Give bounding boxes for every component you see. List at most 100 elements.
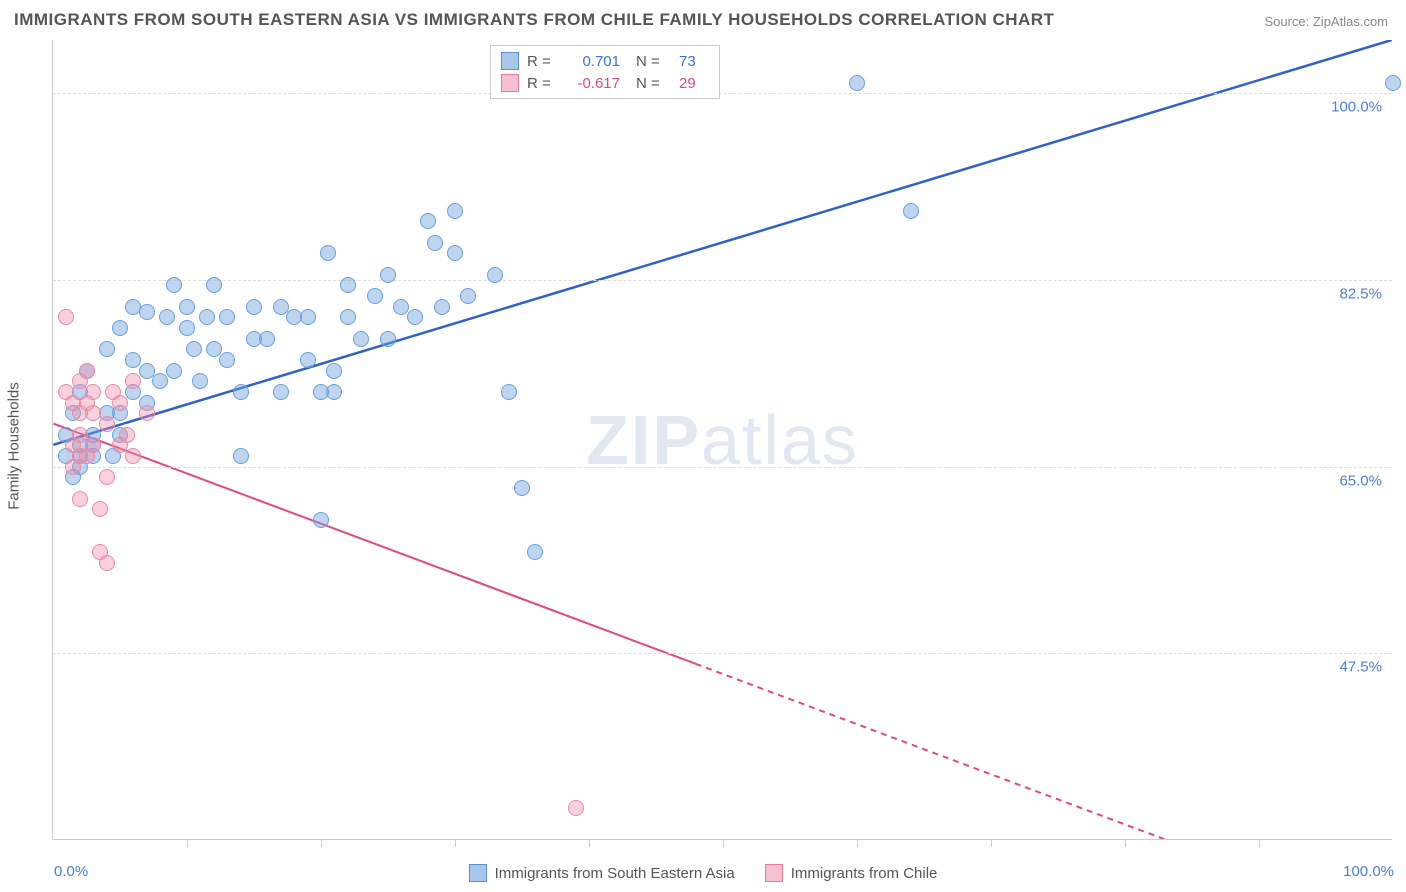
data-point [903, 203, 919, 219]
data-point [487, 267, 503, 283]
data-point [300, 352, 316, 368]
data-point [447, 245, 463, 261]
gridline [53, 467, 1392, 468]
data-point [192, 373, 208, 389]
x-tick [723, 839, 724, 847]
gridline [53, 93, 1392, 94]
y-axis-title: Family Households [6, 382, 23, 510]
data-point [139, 304, 155, 320]
data-point [166, 277, 182, 293]
data-point [568, 800, 584, 816]
series-legend-item: Immigrants from South Eastern Asia [469, 864, 735, 882]
data-point [219, 352, 235, 368]
gridline [53, 653, 1392, 654]
x-tick [187, 839, 188, 847]
x-tick [1259, 839, 1260, 847]
series-name: Immigrants from South Eastern Asia [495, 865, 735, 882]
n-value: 29 [679, 75, 709, 92]
data-point [112, 320, 128, 336]
x-tick [321, 839, 322, 847]
data-point [320, 245, 336, 261]
data-point [85, 384, 101, 400]
plot-area: ZIPatlas 47.5%65.0%82.5%100.0% [52, 40, 1392, 840]
data-point [119, 427, 135, 443]
data-point [447, 203, 463, 219]
data-point [273, 384, 289, 400]
r-value: 0.701 [565, 53, 620, 70]
data-point [259, 331, 275, 347]
data-point [1385, 75, 1401, 91]
x-tick [589, 839, 590, 847]
series-legend: Immigrants from South Eastern Asia Immigr… [0, 864, 1406, 882]
data-point [125, 448, 141, 464]
data-point [79, 363, 95, 379]
data-point [367, 288, 383, 304]
x-tick [857, 839, 858, 847]
data-point [58, 309, 74, 325]
r-label: R = [527, 53, 557, 70]
data-point [99, 416, 115, 432]
data-point [407, 309, 423, 325]
data-point [233, 448, 249, 464]
data-point [99, 469, 115, 485]
stats-legend-row: R = 0.701 N = 73 [501, 50, 709, 72]
data-point [152, 373, 168, 389]
legend-swatch [501, 74, 519, 92]
data-point [514, 480, 530, 496]
data-point [199, 309, 215, 325]
data-point [427, 235, 443, 251]
data-point [112, 395, 128, 411]
data-point [125, 373, 141, 389]
legend-swatch [765, 864, 783, 882]
data-point [99, 555, 115, 571]
y-tick-label: 100.0% [1331, 99, 1382, 116]
data-point [233, 384, 249, 400]
r-label: R = [527, 75, 557, 92]
gridline [53, 280, 1392, 281]
data-point [340, 277, 356, 293]
n-label: N = [636, 53, 671, 70]
n-label: N = [636, 75, 671, 92]
n-value: 73 [679, 53, 709, 70]
data-point [219, 309, 235, 325]
data-point [326, 384, 342, 400]
data-point [166, 363, 182, 379]
data-point [434, 299, 450, 315]
data-point [527, 544, 543, 560]
r-value: -0.617 [565, 75, 620, 92]
trend-lines-svg [53, 40, 1392, 839]
data-point [501, 384, 517, 400]
data-point [186, 341, 202, 357]
x-tick [455, 839, 456, 847]
data-point [99, 341, 115, 357]
data-point [72, 491, 88, 507]
data-point [380, 331, 396, 347]
data-point [206, 277, 222, 293]
source-attribution: Source: ZipAtlas.com [1264, 14, 1388, 29]
data-point [179, 320, 195, 336]
data-point [420, 213, 436, 229]
data-point [300, 309, 316, 325]
data-point [139, 405, 155, 421]
series-legend-item: Immigrants from Chile [765, 864, 938, 882]
x-tick [1125, 839, 1126, 847]
stats-legend-row: R = -0.617 N = 29 [501, 72, 709, 94]
data-point [460, 288, 476, 304]
data-point [159, 309, 175, 325]
data-point [92, 501, 108, 517]
data-point [353, 331, 369, 347]
y-tick-label: 47.5% [1339, 659, 1382, 676]
data-point [313, 512, 329, 528]
data-point [849, 75, 865, 91]
y-tick-label: 65.0% [1339, 472, 1382, 489]
x-tick [991, 839, 992, 847]
data-point [340, 309, 356, 325]
legend-swatch [501, 52, 519, 70]
data-point [179, 299, 195, 315]
stats-legend: R = 0.701 N = 73 R = -0.617 N = 29 [490, 45, 720, 99]
data-point [326, 363, 342, 379]
legend-swatch [469, 864, 487, 882]
data-point [246, 299, 262, 315]
series-name: Immigrants from Chile [791, 865, 938, 882]
chart-title: IMMIGRANTS FROM SOUTH EASTERN ASIA VS IM… [14, 10, 1054, 30]
